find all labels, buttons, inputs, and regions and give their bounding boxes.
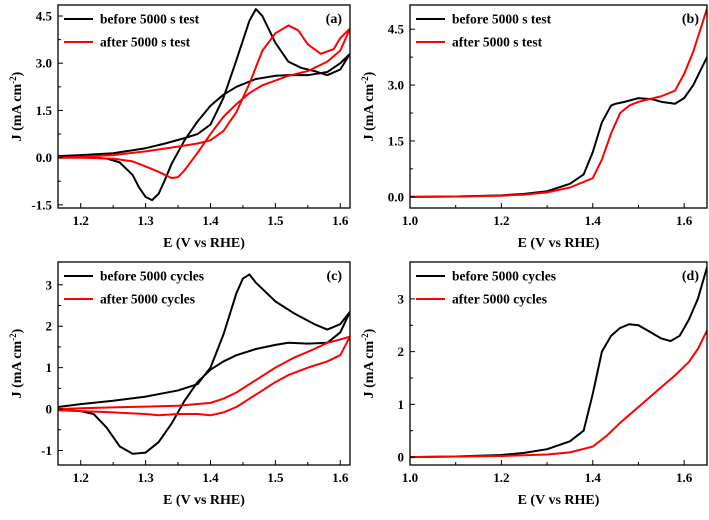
series-line-before — [410, 56, 707, 198]
series-line-before — [410, 266, 707, 459]
x-tick-label: 1.6 — [332, 213, 349, 228]
y-axis-title: J (mA cm-2) — [360, 328, 377, 398]
legend-label: after 5000 s test — [100, 35, 191, 50]
y-tick-label: 3.0 — [388, 78, 404, 93]
y-tick-label: 0.0 — [36, 150, 52, 165]
x-tick-label: 1.5 — [267, 213, 284, 228]
legend-label: before 5000 cycles — [100, 269, 204, 284]
y-tick-label: 0 — [398, 450, 405, 465]
x-tick-label: 1.5 — [267, 470, 284, 485]
y-axis-title-close: ) — [10, 71, 25, 76]
y-tick-label: 3 — [398, 291, 405, 306]
x-tick-label: 1.6 — [676, 213, 693, 228]
x-tick-label: 1.2 — [73, 213, 89, 228]
x-tick-label: 1.6 — [332, 470, 349, 485]
y-axis-title: J (mA cm-2) — [360, 71, 377, 141]
x-tick-label: 1.3 — [137, 213, 154, 228]
legend-label: after 5000 cycles — [452, 292, 547, 307]
series-line-before — [58, 8, 350, 202]
x-tick-label: 1.6 — [676, 470, 693, 485]
x-tick-label: 1.4 — [585, 470, 602, 485]
y-axis-title-main: J (mA cm — [10, 83, 25, 141]
y-tick-label: 0.0 — [388, 189, 404, 204]
y-tick-label: 1.5 — [388, 133, 405, 148]
x-axis-title: E (V vs RHE) — [163, 493, 245, 508]
x-tick-label: 1.2 — [493, 213, 509, 228]
plot-frame — [57, 261, 351, 466]
y-axis-title-close: ) — [362, 328, 377, 333]
x-tick-label: 1.3 — [137, 470, 154, 485]
y-tick-label: 1 — [46, 360, 53, 375]
x-axis-title: E (V vs RHE) — [518, 236, 600, 251]
y-tick-label: 4.5 — [388, 22, 405, 37]
legend-label: after 5000 cycles — [100, 292, 195, 307]
plot-frame — [57, 4, 351, 209]
y-tick-label: 2 — [46, 319, 53, 334]
series-line-after — [58, 335, 350, 417]
y-axis-title-close: ) — [362, 71, 377, 76]
y-tick-label: 0 — [46, 402, 53, 417]
y-axis-title-close: ) — [10, 328, 25, 333]
chart-panel-b: 1.0 1.2 1.4 1.6 0.0 1.5 3.0 4.5 E (V vs RHE) J (m… — [360, 4, 708, 251]
x-tick-label: 1.0 — [402, 470, 418, 485]
y-axis-title-superscript: -2 — [8, 76, 18, 84]
series-line-after — [58, 24, 350, 180]
y-tick-label: 3.0 — [36, 56, 52, 71]
y-axis-title: J (mA cm-2) — [8, 71, 25, 141]
y-tick-label: 1 — [398, 397, 405, 412]
plot-frame — [409, 4, 708, 209]
legend-label: after 5000 s test — [452, 35, 543, 50]
x-axis-title: E (V vs RHE) — [518, 493, 600, 508]
legend-label: before 5000 cycles — [452, 269, 556, 284]
y-tick-label: 1.5 — [36, 103, 53, 118]
y-axis-title-superscript: -2 — [360, 76, 370, 84]
panel-label: (c) — [326, 269, 342, 284]
legend-label: before 5000 s test — [100, 12, 200, 27]
y-axis-title: J (mA cm-2) — [8, 328, 25, 398]
x-tick-label: 1.2 — [493, 470, 509, 485]
x-tick-label: 1.4 — [202, 470, 219, 485]
y-tick-label: 4.5 — [36, 9, 53, 24]
y-axis-title-superscript: -2 — [8, 333, 18, 341]
x-tick-label: 1.0 — [402, 213, 418, 228]
y-tick-label: 2 — [398, 344, 405, 359]
series-line-before — [58, 273, 350, 455]
chart-panel-d: 1.0 1.2 1.4 1.6 0 1 2 3 E (V vs RHE) J (mA cm-2) b… — [360, 261, 708, 508]
chart-panel-a: 1.2 1.3 1.4 1.5 1.6 -1.5 0.0 1.5 3.0 4.5 E (V vs R… — [8, 4, 351, 251]
y-axis-title-main: J (mA cm — [362, 83, 377, 141]
y-tick-label: -1 — [41, 443, 52, 458]
panel-label: (a) — [326, 12, 343, 27]
plot-frame — [409, 261, 708, 466]
panel-label: (b) — [682, 12, 699, 27]
series-line-after — [410, 329, 707, 459]
y-axis-title-main: J (mA cm — [362, 340, 377, 398]
y-axis-title-superscript: -2 — [360, 333, 370, 341]
legend-label: before 5000 s test — [452, 12, 552, 27]
x-tick-label: 1.4 — [585, 213, 602, 228]
x-axis-title: E (V vs RHE) — [163, 236, 245, 251]
y-tick-label: -1.5 — [31, 197, 52, 212]
panel-label: (d) — [682, 269, 699, 284]
series-line-after — [410, 7, 707, 198]
y-axis-title-main: J (mA cm — [10, 340, 25, 398]
chart-panel-c: 1.2 1.3 1.4 1.5 1.6 -1 0 1 2 3 E (V vs RHE) J (mA c… — [8, 261, 351, 508]
x-tick-label: 1.4 — [202, 213, 219, 228]
y-tick-label: 3 — [46, 277, 53, 292]
x-tick-label: 1.2 — [73, 470, 89, 485]
